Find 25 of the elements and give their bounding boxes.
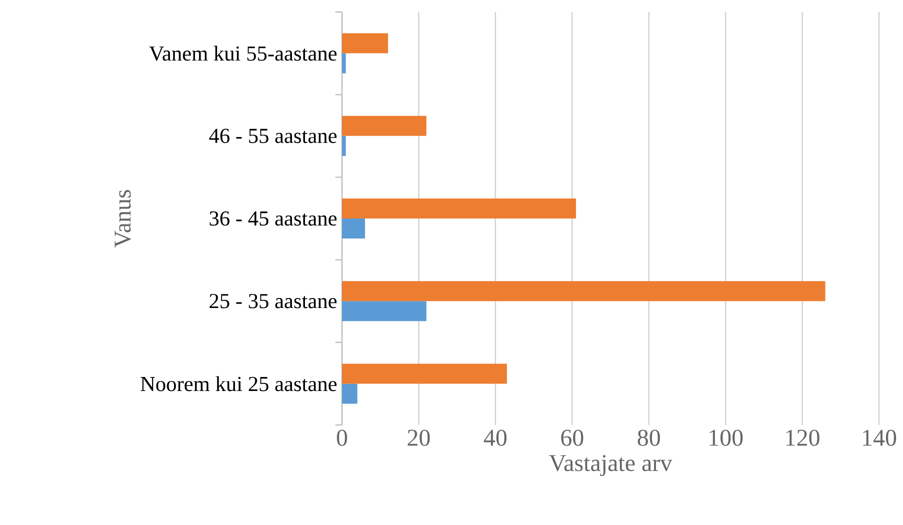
bar (342, 301, 426, 322)
y-tick-label: 46 - 55 aastane (209, 128, 337, 144)
bar (342, 116, 426, 136)
y-tick-label: 25 - 35 aastane (210, 294, 337, 308)
y-tick-label: Noorem kui 25 aastane (140, 376, 337, 392)
x-tick-label: 100 (710, 430, 743, 446)
bar (342, 281, 826, 302)
bar (342, 33, 388, 54)
x-tick-label: 120 (786, 430, 820, 446)
bar (342, 364, 507, 384)
bar (342, 218, 366, 238)
y-tick-label: Vanem kui 55-aastane (149, 46, 337, 61)
bar (342, 53, 346, 74)
x-tick-label: 60 (561, 430, 584, 446)
y-axis-title: Vanus (114, 190, 131, 248)
x-tick-label: 20 (408, 430, 430, 446)
y-tick-label: 36 - 45 aastane (210, 211, 337, 226)
x-tick-label: 140 (863, 430, 896, 446)
x-tick-label: 40 (484, 430, 507, 446)
bar (342, 384, 358, 404)
x-axis-title: Vastajate arv (549, 455, 672, 476)
bar (342, 198, 576, 219)
x-tick-label: 0 (336, 430, 348, 446)
bar (342, 136, 346, 156)
x-tick-label: 80 (638, 430, 660, 446)
